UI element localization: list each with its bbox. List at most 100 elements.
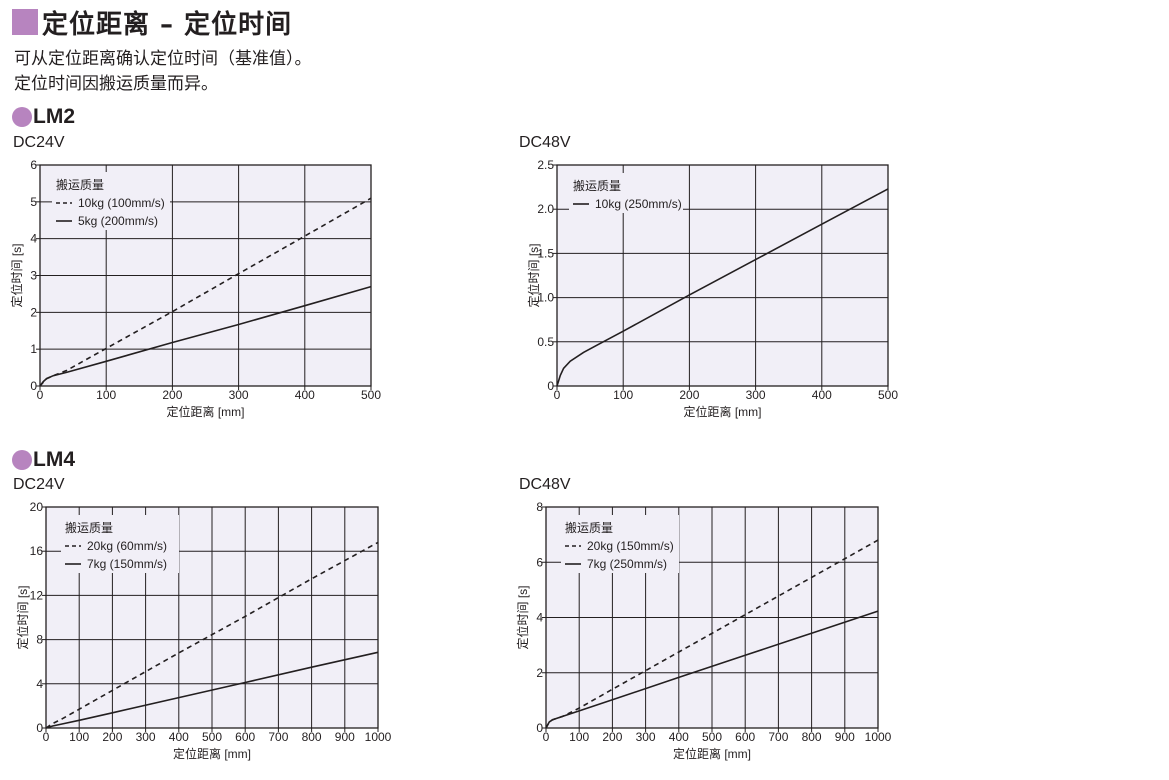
legend-entry: 20kg (150mm/s) xyxy=(587,539,674,553)
x-tick-label: 800 xyxy=(302,730,322,744)
description-line-1: 可从定位距离确认定位时间（基准值）。 xyxy=(14,49,312,69)
y-tick-label: 0 xyxy=(536,721,543,735)
y-tick-label: 1.5 xyxy=(537,246,554,260)
x-tick-label: 900 xyxy=(835,730,855,744)
x-axis-label: 定位距离 [mm] xyxy=(673,746,751,761)
x-tick-label: 900 xyxy=(335,730,355,744)
y-tick-label: 20 xyxy=(30,500,44,514)
x-tick-label: 500 xyxy=(361,388,381,402)
y-tick-label: 4 xyxy=(536,611,543,625)
y-tick-label: 2.5 xyxy=(537,158,554,172)
y-tick-label: 1.0 xyxy=(537,291,554,305)
section-heading-lm2: LM2 xyxy=(12,105,75,129)
voltage-label-lm2-left: DC24V xyxy=(13,134,65,151)
x-tick-label: 200 xyxy=(679,388,699,402)
page-title-text: 定位距离 – 定位时间 xyxy=(42,9,293,40)
x-tick-label: 700 xyxy=(268,730,288,744)
x-tick-label: 800 xyxy=(802,730,822,744)
legend-entry: 7kg (150mm/s) xyxy=(87,557,167,571)
x-tick-label: 500 xyxy=(202,730,222,744)
x-tick-label: 400 xyxy=(812,388,832,402)
circle-bullet-icon xyxy=(12,450,32,470)
legend-title: 搬运质量 xyxy=(565,520,613,535)
voltage-label-lm4-left: DC24V xyxy=(13,476,65,493)
voltage-label-lm4-right: DC48V xyxy=(519,476,571,493)
x-tick-label: 200 xyxy=(162,388,182,402)
legend-entry: 20kg (60mm/s) xyxy=(87,539,167,553)
x-tick-label: 600 xyxy=(735,730,755,744)
page-title: 定位距离 – 定位时间 xyxy=(12,4,292,40)
x-tick-label: 100 xyxy=(569,730,589,744)
y-axis-label: 定位时间 [s] xyxy=(15,585,30,649)
x-tick-label: 100 xyxy=(613,388,633,402)
x-tick-label: 500 xyxy=(702,730,722,744)
x-tick-label: 300 xyxy=(636,730,656,744)
x-tick-label: 1000 xyxy=(865,730,892,744)
description-line-2: 定位时间因搬运质量而异。 xyxy=(14,74,218,94)
x-tick-label: 200 xyxy=(102,730,122,744)
section-label: LM2 xyxy=(33,105,75,128)
x-tick-label: 500 xyxy=(878,388,898,402)
y-tick-label: 2.0 xyxy=(537,202,554,216)
y-tick-label: 16 xyxy=(30,544,44,558)
series-line-1 xyxy=(545,610,879,729)
x-tick-label: 0 xyxy=(554,388,561,402)
x-tick-label: 400 xyxy=(669,730,689,744)
legend-background xyxy=(569,173,683,213)
y-tick-label: 3 xyxy=(30,269,37,283)
legend-entry: 10kg (100mm/s) xyxy=(78,196,165,210)
series-line-0 xyxy=(45,541,379,729)
x-tick-label: 300 xyxy=(746,388,766,402)
series-line-0 xyxy=(556,188,889,387)
x-tick-label: 0 xyxy=(37,388,44,402)
y-tick-label: 0 xyxy=(547,379,554,393)
y-tick-label: 1 xyxy=(30,342,37,356)
legend-entry: 10kg (250mm/s) xyxy=(595,197,682,211)
x-tick-label: 400 xyxy=(169,730,189,744)
y-tick-label: 5 xyxy=(30,195,37,209)
section-heading-lm4: LM4 xyxy=(12,448,75,472)
x-tick-label: 700 xyxy=(768,730,788,744)
x-tick-label: 0 xyxy=(543,730,550,744)
legend-entry: 5kg (200mm/s) xyxy=(78,214,158,228)
plot-border xyxy=(556,164,889,387)
x-tick-label: 300 xyxy=(136,730,156,744)
legend-title: 搬运质量 xyxy=(573,178,621,193)
x-tick-label: 400 xyxy=(295,388,315,402)
y-tick-label: 0 xyxy=(30,379,37,393)
x-axis-label: 定位距离 [mm] xyxy=(167,404,245,419)
y-tick-label: 8 xyxy=(36,633,43,647)
x-tick-label: 1000 xyxy=(365,730,392,744)
legend-entry: 7kg (250mm/s) xyxy=(587,557,667,571)
y-tick-label: 12 xyxy=(30,588,44,602)
y-tick-label: 2 xyxy=(536,666,543,680)
y-tick-label: 6 xyxy=(536,555,543,569)
y-tick-label: 0.5 xyxy=(537,335,554,349)
y-axis-label: 定位时间 [s] xyxy=(526,243,541,307)
x-axis-label: 定位距离 [mm] xyxy=(684,404,762,419)
y-tick-label: 2 xyxy=(30,305,37,319)
circle-bullet-icon xyxy=(12,107,32,127)
y-axis-label: 定位时间 [s] xyxy=(515,585,530,649)
section-label: LM4 xyxy=(33,448,75,471)
y-tick-label: 0 xyxy=(36,721,43,735)
y-tick-label: 8 xyxy=(536,500,543,514)
y-tick-label: 6 xyxy=(30,158,37,172)
legend-title: 搬运质量 xyxy=(56,177,104,192)
y-axis-label: 定位时间 [s] xyxy=(9,243,24,307)
x-tick-label: 300 xyxy=(229,388,249,402)
series-line-1 xyxy=(45,651,379,729)
voltage-label-lm2-right: DC48V xyxy=(519,134,571,151)
x-tick-label: 600 xyxy=(235,730,255,744)
y-tick-label: 4 xyxy=(30,232,37,246)
x-tick-label: 0 xyxy=(43,730,50,744)
x-tick-label: 100 xyxy=(96,388,116,402)
legend-title: 搬运质量 xyxy=(65,520,113,535)
title-square-icon xyxy=(12,9,38,35)
y-tick-label: 4 xyxy=(36,677,43,691)
x-axis-label: 定位距离 [mm] xyxy=(173,746,251,761)
